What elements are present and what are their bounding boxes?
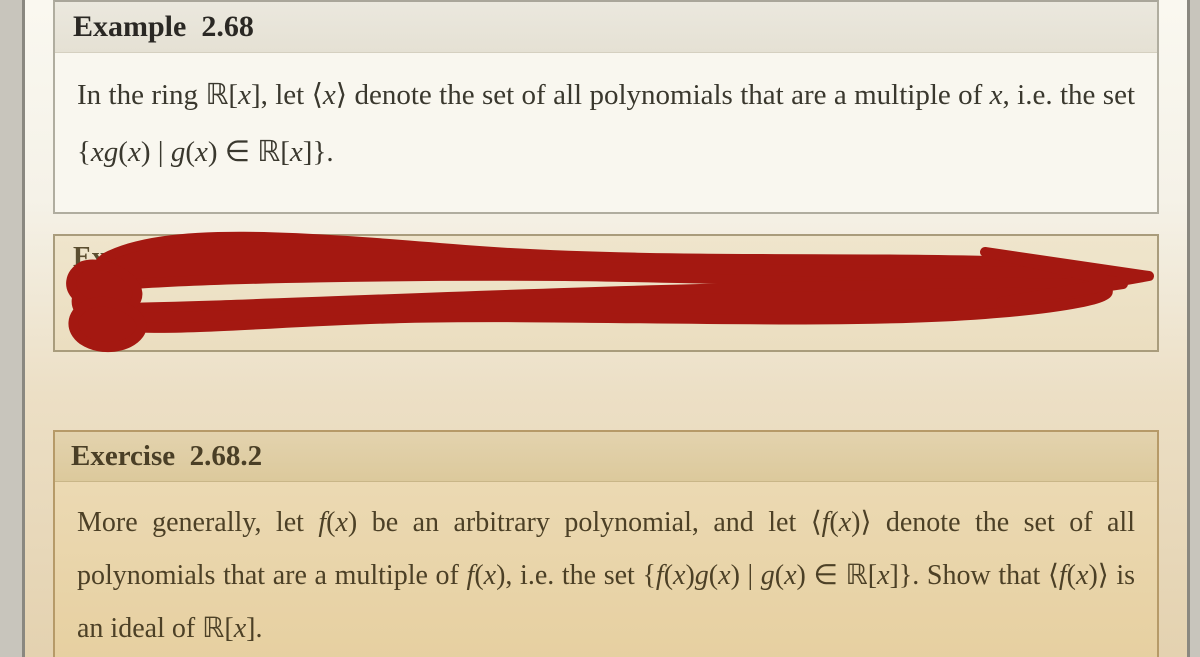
scribble-group [71,237,1149,347]
example-box: Example 2.68 In the ring ℝ[x], let ⟨x⟩ d… [53,0,1159,214]
example-header: Example 2.68 [55,2,1157,53]
exercise-box: Exercise 2.68.2 More generally, let f(x)… [53,430,1159,657]
exercise-header: Exercise 2.68.2 [55,432,1157,482]
example-number: 2.68 [201,10,254,43]
redacted-exercise-box: Exe [53,234,1159,352]
page-surface: Example 2.68 In the ring ℝ[x], let ⟨x⟩ d… [22,0,1190,657]
example-body-text: In the ring ℝ[x], let ⟨x⟩ denote the set… [55,53,1157,204]
example-label-prefix: Example [73,10,186,43]
exercise-number: 2.68.2 [190,440,263,472]
vertical-spacer [53,352,1159,426]
exercise-body-text: More generally, let f(x) be an arbitrary… [55,482,1157,657]
redacted-visible-text: Exe [73,242,118,274]
exercise-label-prefix: Exercise [71,440,175,472]
